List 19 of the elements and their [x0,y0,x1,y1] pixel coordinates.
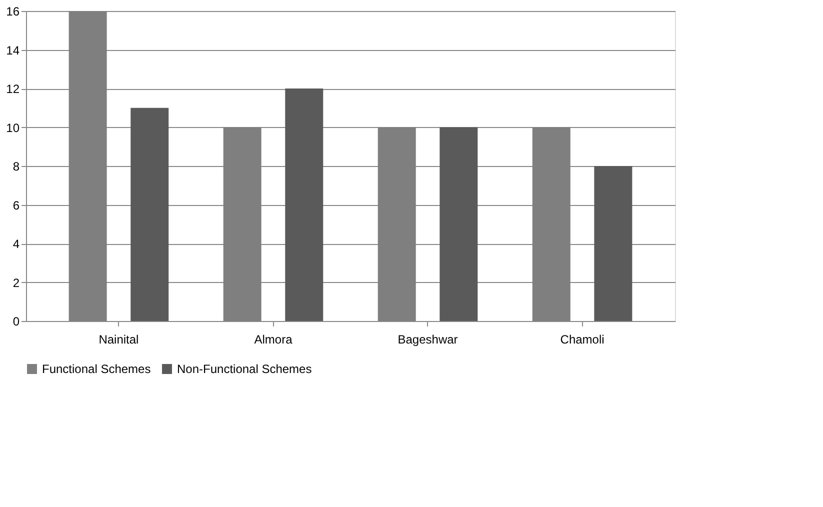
legend-label: Functional Schemes [42,362,151,376]
y-tick-label: 0 [12,314,20,328]
x-tick-label: Bageshwar [398,332,458,346]
bar [594,166,632,321]
y-tick-label: 16 [6,4,20,18]
y-tick-label: 4 [12,237,20,251]
bar [130,108,169,321]
bar [440,127,478,321]
y-tick-label: 8 [12,160,20,174]
x-tick-label: Chamoli [560,332,604,346]
bar [285,88,324,321]
legend-label: Non-Functional Schemes [177,362,312,376]
x-tick-label: Nainital [98,332,139,346]
y-tick-label: 2 [12,276,20,290]
y-tick-label: 14 [6,43,20,58]
x-tick-label: Almora [254,332,293,346]
y-tick-label: 6 [12,198,20,212]
y-tick-label: 10 [6,120,20,135]
y-tick-label: 12 [6,82,20,96]
